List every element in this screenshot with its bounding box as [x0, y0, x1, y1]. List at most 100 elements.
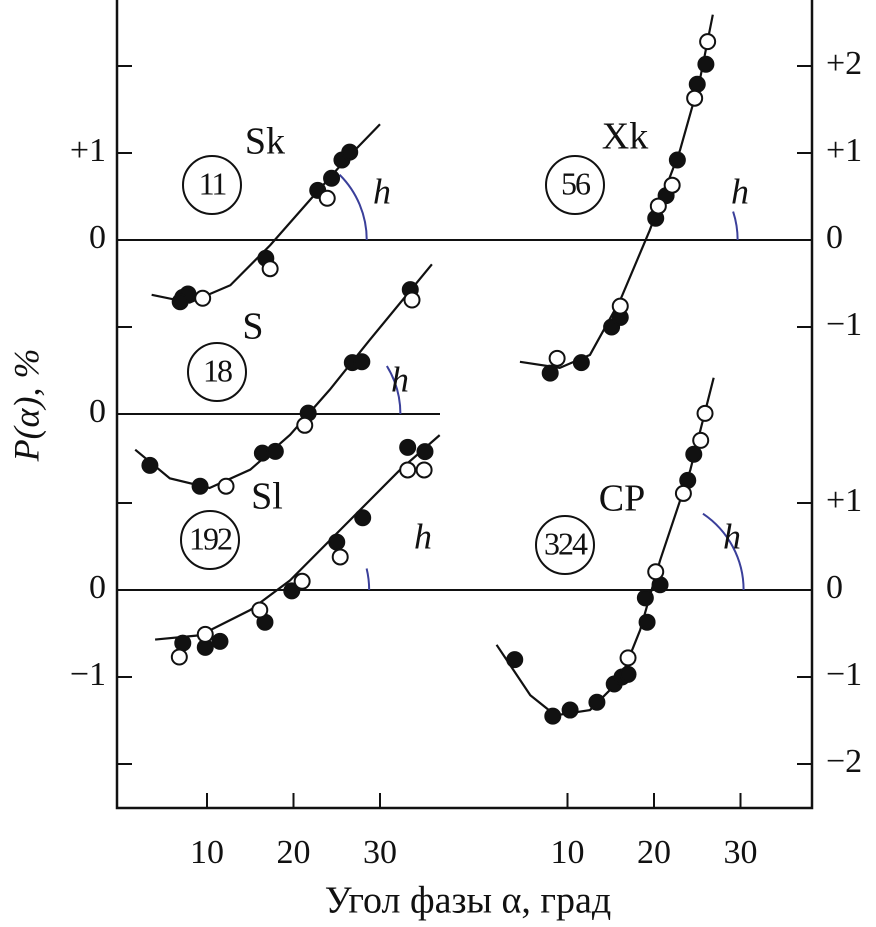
- open-point: [318, 189, 336, 207]
- filled-point: [688, 75, 706, 93]
- h-arc: [338, 174, 368, 241]
- filled-point: [619, 665, 637, 683]
- panel-title: Xk: [602, 116, 648, 158]
- panel-title: S: [242, 306, 263, 348]
- open-point: [399, 461, 417, 479]
- filled-point: [561, 701, 579, 719]
- open-point: [699, 33, 717, 51]
- open-point: [293, 572, 311, 590]
- h-label: h: [373, 171, 391, 211]
- h-label: h: [414, 516, 432, 556]
- y-tick-label: 0: [826, 219, 843, 256]
- filled-point: [174, 634, 192, 652]
- filled-point: [685, 445, 703, 463]
- filled-point: [416, 443, 434, 461]
- y-tick-label: −1: [70, 656, 106, 693]
- h-arc: [365, 568, 371, 591]
- panel-annotation: 192: [189, 520, 232, 556]
- panel-annotation: 11: [199, 165, 227, 201]
- filled-point: [638, 613, 656, 631]
- panel-title: Sl: [251, 476, 283, 518]
- x-tick-label: 10: [190, 834, 224, 871]
- frame: [115, 0, 814, 810]
- filled-point: [668, 151, 686, 169]
- open-point: [686, 89, 704, 107]
- panel-title: Sk: [245, 121, 285, 163]
- y-tick-label: 0: [826, 569, 843, 606]
- panel-annotation: 324: [544, 525, 588, 561]
- filled-point: [353, 353, 371, 371]
- filled-point: [399, 438, 417, 456]
- h-label: h: [723, 516, 741, 556]
- x-tick-label: 20: [277, 834, 311, 871]
- h-arc: [386, 365, 402, 415]
- filled-point: [541, 364, 559, 382]
- open-point: [251, 601, 269, 619]
- open-point: [647, 563, 665, 581]
- y-tick-label: 0: [89, 219, 106, 256]
- open-point: [296, 416, 314, 434]
- open-point: [548, 349, 566, 367]
- open-point: [331, 548, 349, 566]
- x-axis-label: Угол фазы α, град: [325, 880, 611, 922]
- filled-point: [191, 477, 209, 495]
- annotation-circle: [535, 515, 595, 575]
- y-tick-label: 0: [89, 393, 106, 430]
- filled-point: [341, 143, 359, 161]
- x-tick-label: 30: [724, 834, 758, 871]
- filled-point: [588, 693, 606, 711]
- y-tick-label: +1: [826, 482, 862, 519]
- y-tick-label: +2: [826, 45, 862, 82]
- open-point: [194, 289, 212, 307]
- filled-point: [171, 293, 189, 311]
- open-point: [674, 484, 692, 502]
- filled-point: [323, 169, 341, 187]
- open-point: [170, 648, 188, 666]
- open-point: [663, 176, 681, 194]
- open-point: [196, 625, 214, 643]
- filled-point: [636, 589, 654, 607]
- filled-point: [697, 55, 715, 73]
- open-point: [696, 404, 714, 422]
- filled-point: [141, 456, 159, 474]
- h-arc: [732, 211, 739, 241]
- y-axis-label: P(α), %: [6, 349, 46, 463]
- x-tick-label: 20: [637, 834, 671, 871]
- annotation-circle: [187, 342, 247, 402]
- panel-annotation: 18: [203, 352, 232, 388]
- filled-point: [506, 651, 524, 669]
- x-tick-label: 10: [551, 834, 585, 871]
- filled-point: [572, 354, 590, 372]
- x-tick-label: 30: [363, 834, 397, 871]
- open-point: [217, 477, 235, 495]
- y-tick-label: −1: [826, 306, 862, 343]
- filled-point: [354, 509, 372, 527]
- open-point: [611, 297, 629, 315]
- panel-annotation: 56: [561, 165, 591, 201]
- open-point: [692, 431, 710, 449]
- open-point: [619, 649, 637, 667]
- y-tick-label: 0: [89, 569, 106, 606]
- panel-title: CP: [599, 478, 645, 520]
- filled-point: [283, 582, 301, 600]
- y-tick-label: +1: [70, 132, 106, 169]
- h-label: h: [731, 171, 749, 211]
- y-tick-label: +1: [826, 132, 862, 169]
- open-point: [261, 260, 279, 278]
- open-point: [415, 461, 433, 479]
- h-label: h: [391, 359, 409, 399]
- open-point: [649, 197, 667, 215]
- y-tick-label: −2: [826, 743, 862, 780]
- annotation-circle: [182, 155, 242, 215]
- h-arc: [702, 512, 745, 591]
- annotation-circle: [545, 155, 605, 215]
- y-tick-label: −1: [826, 656, 862, 693]
- filled-point: [328, 533, 346, 551]
- filled-point: [266, 442, 284, 460]
- annotation-circle: [180, 510, 240, 570]
- filled-point: [544, 707, 562, 725]
- filled-point: [211, 632, 229, 650]
- open-point: [403, 291, 421, 309]
